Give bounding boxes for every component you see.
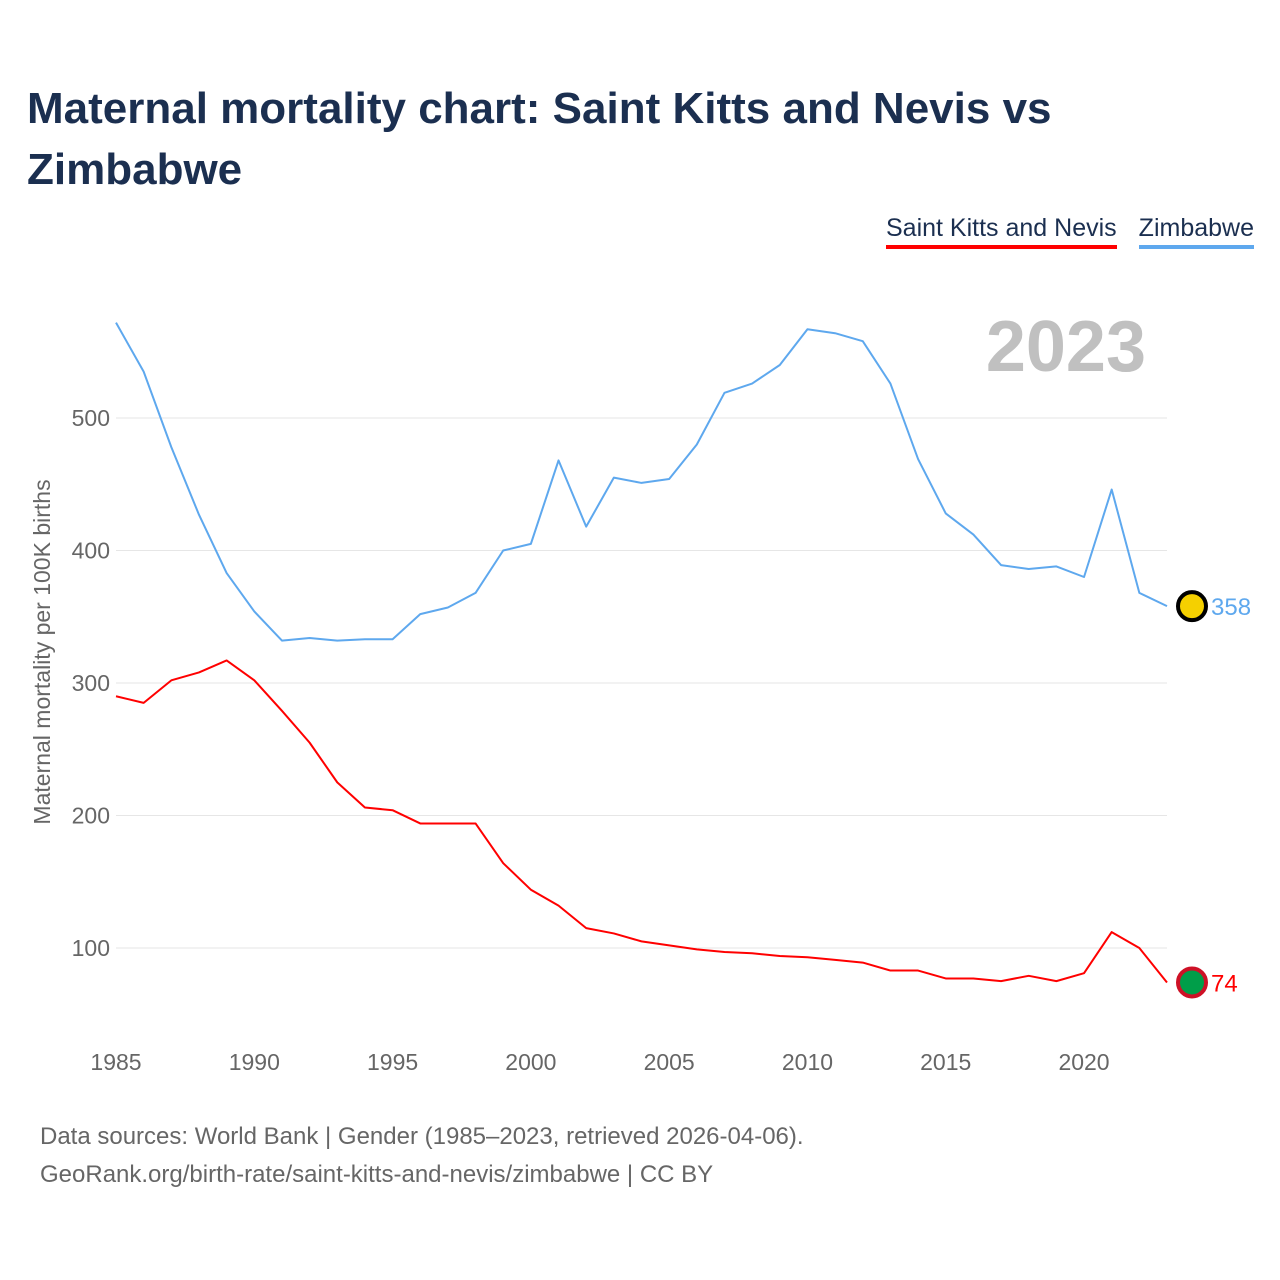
source-line-2[interactable]: GeoRank.org/birth-rate/saint-kitts-and-n…: [40, 1161, 714, 1188]
y-axis-label: Maternal mortality per 100K births: [29, 479, 55, 824]
x-tick-label: 2005: [644, 1049, 695, 1075]
saint-kitts-and-nevis-flag-icon: [1176, 966, 1208, 999]
chart-title: Maternal mortality chart: Saint Kitts an…: [27, 84, 1052, 194]
x-tick-label: 1995: [367, 1049, 418, 1075]
x-tick-label: 1985: [90, 1049, 141, 1075]
series-line-zimbabwe: [115, 322, 1168, 642]
source-note: Data sources: World Bank | Gender (1985–…: [40, 1118, 804, 1194]
x-tick-label: 2010: [782, 1049, 833, 1075]
end-value-label: 358: [1211, 594, 1251, 621]
x-tick-label: 1990: [229, 1049, 280, 1075]
y-tick-label: 400: [72, 538, 110, 564]
x-tick-label: 2000: [505, 1049, 556, 1075]
legend-saint-kitts-and-nevis[interactable]: Saint Kitts and Nevis: [886, 214, 1117, 249]
y-tick-label: 200: [72, 803, 110, 829]
zimbabwe-flag-icon: [1176, 590, 1208, 623]
y-tick-label: 500: [72, 405, 110, 431]
legend-zimbabwe[interactable]: Zimbabwe: [1138, 214, 1254, 249]
series-line-saint-kitts-and-nevis: [115, 659, 1168, 984]
legend: Saint Kitts and Nevis Zimbabwe: [886, 214, 1254, 249]
end-value-label: 74: [1211, 970, 1238, 997]
year-watermark: 2023: [986, 307, 1146, 387]
x-tick-label: 2020: [1058, 1049, 1109, 1075]
y-tick-label: 300: [72, 670, 110, 696]
source-line-1: Data sources: World Bank | Gender (1985–…: [40, 1123, 804, 1150]
x-tick-label: 2015: [920, 1049, 971, 1075]
y-tick-label: 100: [72, 935, 110, 961]
